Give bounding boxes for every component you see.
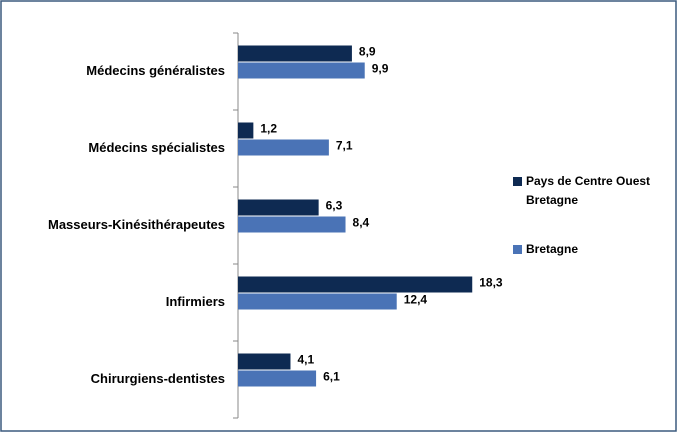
bar <box>238 276 473 293</box>
value-label: 7,1 <box>336 139 353 153</box>
value-label: 9,9 <box>372 62 389 76</box>
bar <box>238 139 329 156</box>
bar <box>238 370 317 387</box>
legend-item: Bretagne <box>513 240 673 259</box>
value-label: 6,1 <box>323 370 340 384</box>
bar <box>238 45 352 62</box>
bar <box>238 199 319 216</box>
y-tick-label: Médecins généralistes <box>86 63 225 78</box>
legend-label: Bretagne <box>526 242 579 256</box>
value-label: 4,1 <box>297 353 314 367</box>
y-tick-label: Médecins spécialistes <box>88 140 225 155</box>
value-label: 1,2 <box>260 122 277 136</box>
y-tick-label: Infirmiers <box>166 294 225 309</box>
legend-item: Pays de Centre Ouest Bretagne <box>513 172 673 210</box>
legend-swatch <box>513 245 522 254</box>
value-label: 8,4 <box>353 216 370 230</box>
legend-swatch <box>513 177 522 186</box>
bar <box>238 62 365 79</box>
legend-label: Pays de Centre Ouest Bretagne <box>526 174 651 207</box>
bar <box>238 353 291 370</box>
value-label: 6,3 <box>326 199 343 213</box>
value-label: 18,3 <box>479 276 503 290</box>
bar <box>238 293 397 310</box>
y-tick-label: Chirurgiens-dentistes <box>91 371 225 386</box>
value-label: 12,4 <box>404 293 428 307</box>
bar <box>238 122 254 139</box>
bar <box>238 216 346 233</box>
y-tick-label: Masseurs-Kinésithérapeutes <box>48 217 225 232</box>
value-label: 8,9 <box>359 45 376 59</box>
